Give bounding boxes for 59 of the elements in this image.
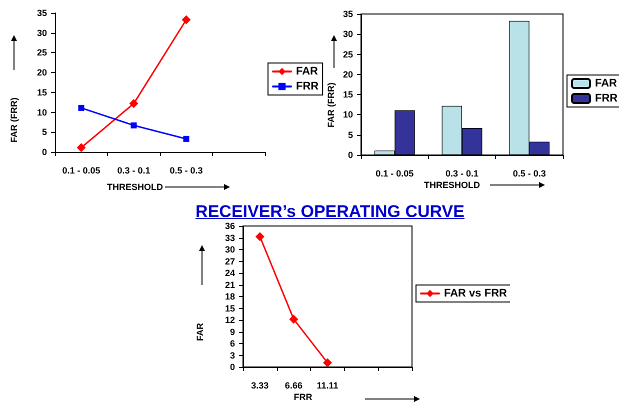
y-tick-label: 27 (224, 256, 235, 266)
y-tick-label: 0 (42, 147, 47, 157)
y-tick-label: 25 (342, 49, 353, 60)
y-tick-label: 24 (224, 268, 235, 278)
legend-label: FAR (595, 78, 618, 90)
y-tick-label: 36 (224, 221, 235, 231)
y-tick-label: 30 (36, 28, 47, 38)
y-tick-label: 35 (342, 9, 353, 19)
point (255, 232, 264, 242)
x-tick-label: 0.5 - 0.3 (512, 168, 546, 178)
y-axis-title: FAR (FRR) (9, 98, 19, 142)
x-tick-label: 0.1 - 0.05 (62, 166, 100, 176)
y-tick-label: 18 (224, 292, 235, 302)
point (182, 15, 191, 24)
point (130, 122, 137, 128)
y-tick-label: 35 (36, 8, 47, 18)
point (76, 143, 86, 152)
y-tick-label: 30 (224, 244, 235, 254)
point (183, 136, 190, 142)
x-axis-title: THRESHOLD (424, 180, 480, 190)
point (78, 104, 84, 111)
point (289, 314, 298, 324)
point (129, 99, 138, 108)
y-tick-label: 20 (342, 69, 353, 80)
x-tick-label: 0.1 - 0.05 (376, 168, 414, 178)
y-tick-label: 6 (230, 338, 235, 348)
y-tick-label: 0 (348, 150, 353, 160)
y-tick-label: 10 (342, 110, 353, 120)
x-tick-label: 3.33 (251, 380, 269, 390)
x-tick-label: 11.11 (316, 380, 338, 390)
y-tick-label: 30 (342, 29, 353, 40)
x-tick-label: 0.5 - 0.3 (170, 166, 203, 176)
chart-title: RECEIVER’s OPERATING CURVE (196, 202, 464, 222)
x-axis-title: FRR (294, 392, 312, 402)
y-tick-label: 9 (230, 326, 235, 337)
y-tick-label: 10 (36, 107, 47, 118)
legend-label: FAR (296, 66, 318, 78)
x-tick-label: 6.66 (284, 380, 302, 390)
point (323, 358, 332, 368)
legend-label: FRR (296, 80, 319, 92)
legend-label: FAR vs FRR (444, 288, 508, 300)
y-tick-label: 25 (36, 48, 47, 58)
x-tick-label: 0.3 - 0.1 (445, 168, 479, 178)
y-tick-label: 0 (230, 362, 235, 372)
y-axis-title: FAR (195, 323, 205, 341)
x-axis-title: THRESHOLD (107, 182, 163, 192)
y-tick-label: 15 (224, 303, 235, 314)
y-tick-label: 12 (224, 315, 235, 325)
y-tick-label: 20 (36, 68, 47, 78)
x-tick-label: 0.3 - 0.1 (117, 166, 150, 176)
y-tick-label: 21 (224, 280, 235, 290)
y-tick-label: 5 (42, 127, 47, 138)
y-tick-label: 15 (342, 90, 353, 100)
legend-label: FRR (595, 92, 618, 104)
y-tick-label: 3 (230, 350, 235, 360)
y-tick-label: 5 (348, 130, 353, 140)
y-tick-label: 33 (224, 232, 235, 243)
y-axis-title: FAR (FRR) (326, 82, 336, 128)
y-tick-label: 15 (36, 87, 47, 98)
